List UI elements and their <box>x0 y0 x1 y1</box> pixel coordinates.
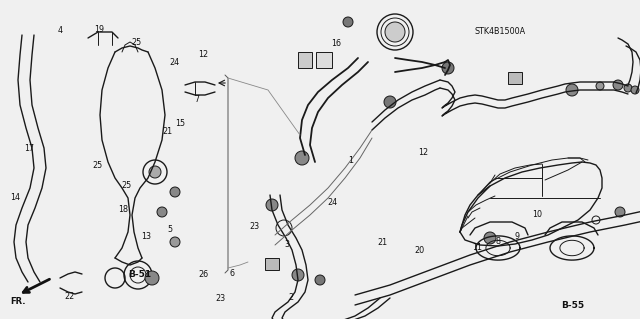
Text: 17: 17 <box>24 144 35 153</box>
Circle shape <box>149 166 161 178</box>
Text: 23: 23 <box>216 294 226 303</box>
Text: 4: 4 <box>58 26 63 35</box>
Bar <box>298 52 312 68</box>
Circle shape <box>385 22 405 42</box>
Text: 23: 23 <box>250 222 260 231</box>
Circle shape <box>484 232 496 244</box>
Circle shape <box>145 271 159 285</box>
Circle shape <box>343 17 353 27</box>
Text: 25: 25 <box>92 161 102 170</box>
Text: 13: 13 <box>141 232 151 241</box>
Text: 9: 9 <box>515 232 520 241</box>
Text: 14: 14 <box>10 193 20 202</box>
Text: FR.: FR. <box>10 298 26 307</box>
Circle shape <box>315 275 325 285</box>
Text: 1: 1 <box>348 156 353 165</box>
Circle shape <box>170 187 180 197</box>
Circle shape <box>266 199 278 211</box>
Text: 20: 20 <box>414 246 424 255</box>
Circle shape <box>596 82 604 90</box>
Text: 18: 18 <box>118 205 128 214</box>
Text: 5: 5 <box>167 225 172 234</box>
Text: 2: 2 <box>289 293 294 302</box>
Text: 3: 3 <box>284 241 289 249</box>
Text: 19: 19 <box>94 25 104 34</box>
Text: 26: 26 <box>198 270 209 279</box>
Circle shape <box>295 151 309 165</box>
Circle shape <box>157 207 167 217</box>
Circle shape <box>292 269 304 281</box>
Text: 25: 25 <box>122 181 132 190</box>
Text: 25: 25 <box>131 38 141 47</box>
Bar <box>508 72 522 84</box>
Text: 11: 11 <box>472 243 482 252</box>
Text: B-51: B-51 <box>128 271 151 279</box>
Text: 24: 24 <box>169 58 179 67</box>
Circle shape <box>624 84 632 92</box>
Text: 21: 21 <box>163 127 173 136</box>
Circle shape <box>170 237 180 247</box>
Text: 15: 15 <box>175 119 186 128</box>
Circle shape <box>613 80 623 90</box>
Text: 10: 10 <box>532 210 543 219</box>
Text: 6: 6 <box>229 269 234 278</box>
Text: 12: 12 <box>419 148 429 157</box>
Circle shape <box>566 84 578 96</box>
Text: 22: 22 <box>64 292 74 300</box>
Bar <box>265 258 279 270</box>
Circle shape <box>384 96 396 108</box>
Text: STK4B1500A: STK4B1500A <box>475 27 526 36</box>
Text: 12: 12 <box>198 50 209 59</box>
Text: 21: 21 <box>378 238 388 247</box>
Text: 8: 8 <box>495 237 500 246</box>
Text: 16: 16 <box>331 39 341 48</box>
Circle shape <box>615 207 625 217</box>
Circle shape <box>631 86 639 94</box>
Text: 24: 24 <box>328 198 338 207</box>
Text: 7: 7 <box>195 95 200 104</box>
Bar <box>316 52 332 68</box>
Circle shape <box>442 62 454 74</box>
Text: B-55: B-55 <box>561 301 584 310</box>
